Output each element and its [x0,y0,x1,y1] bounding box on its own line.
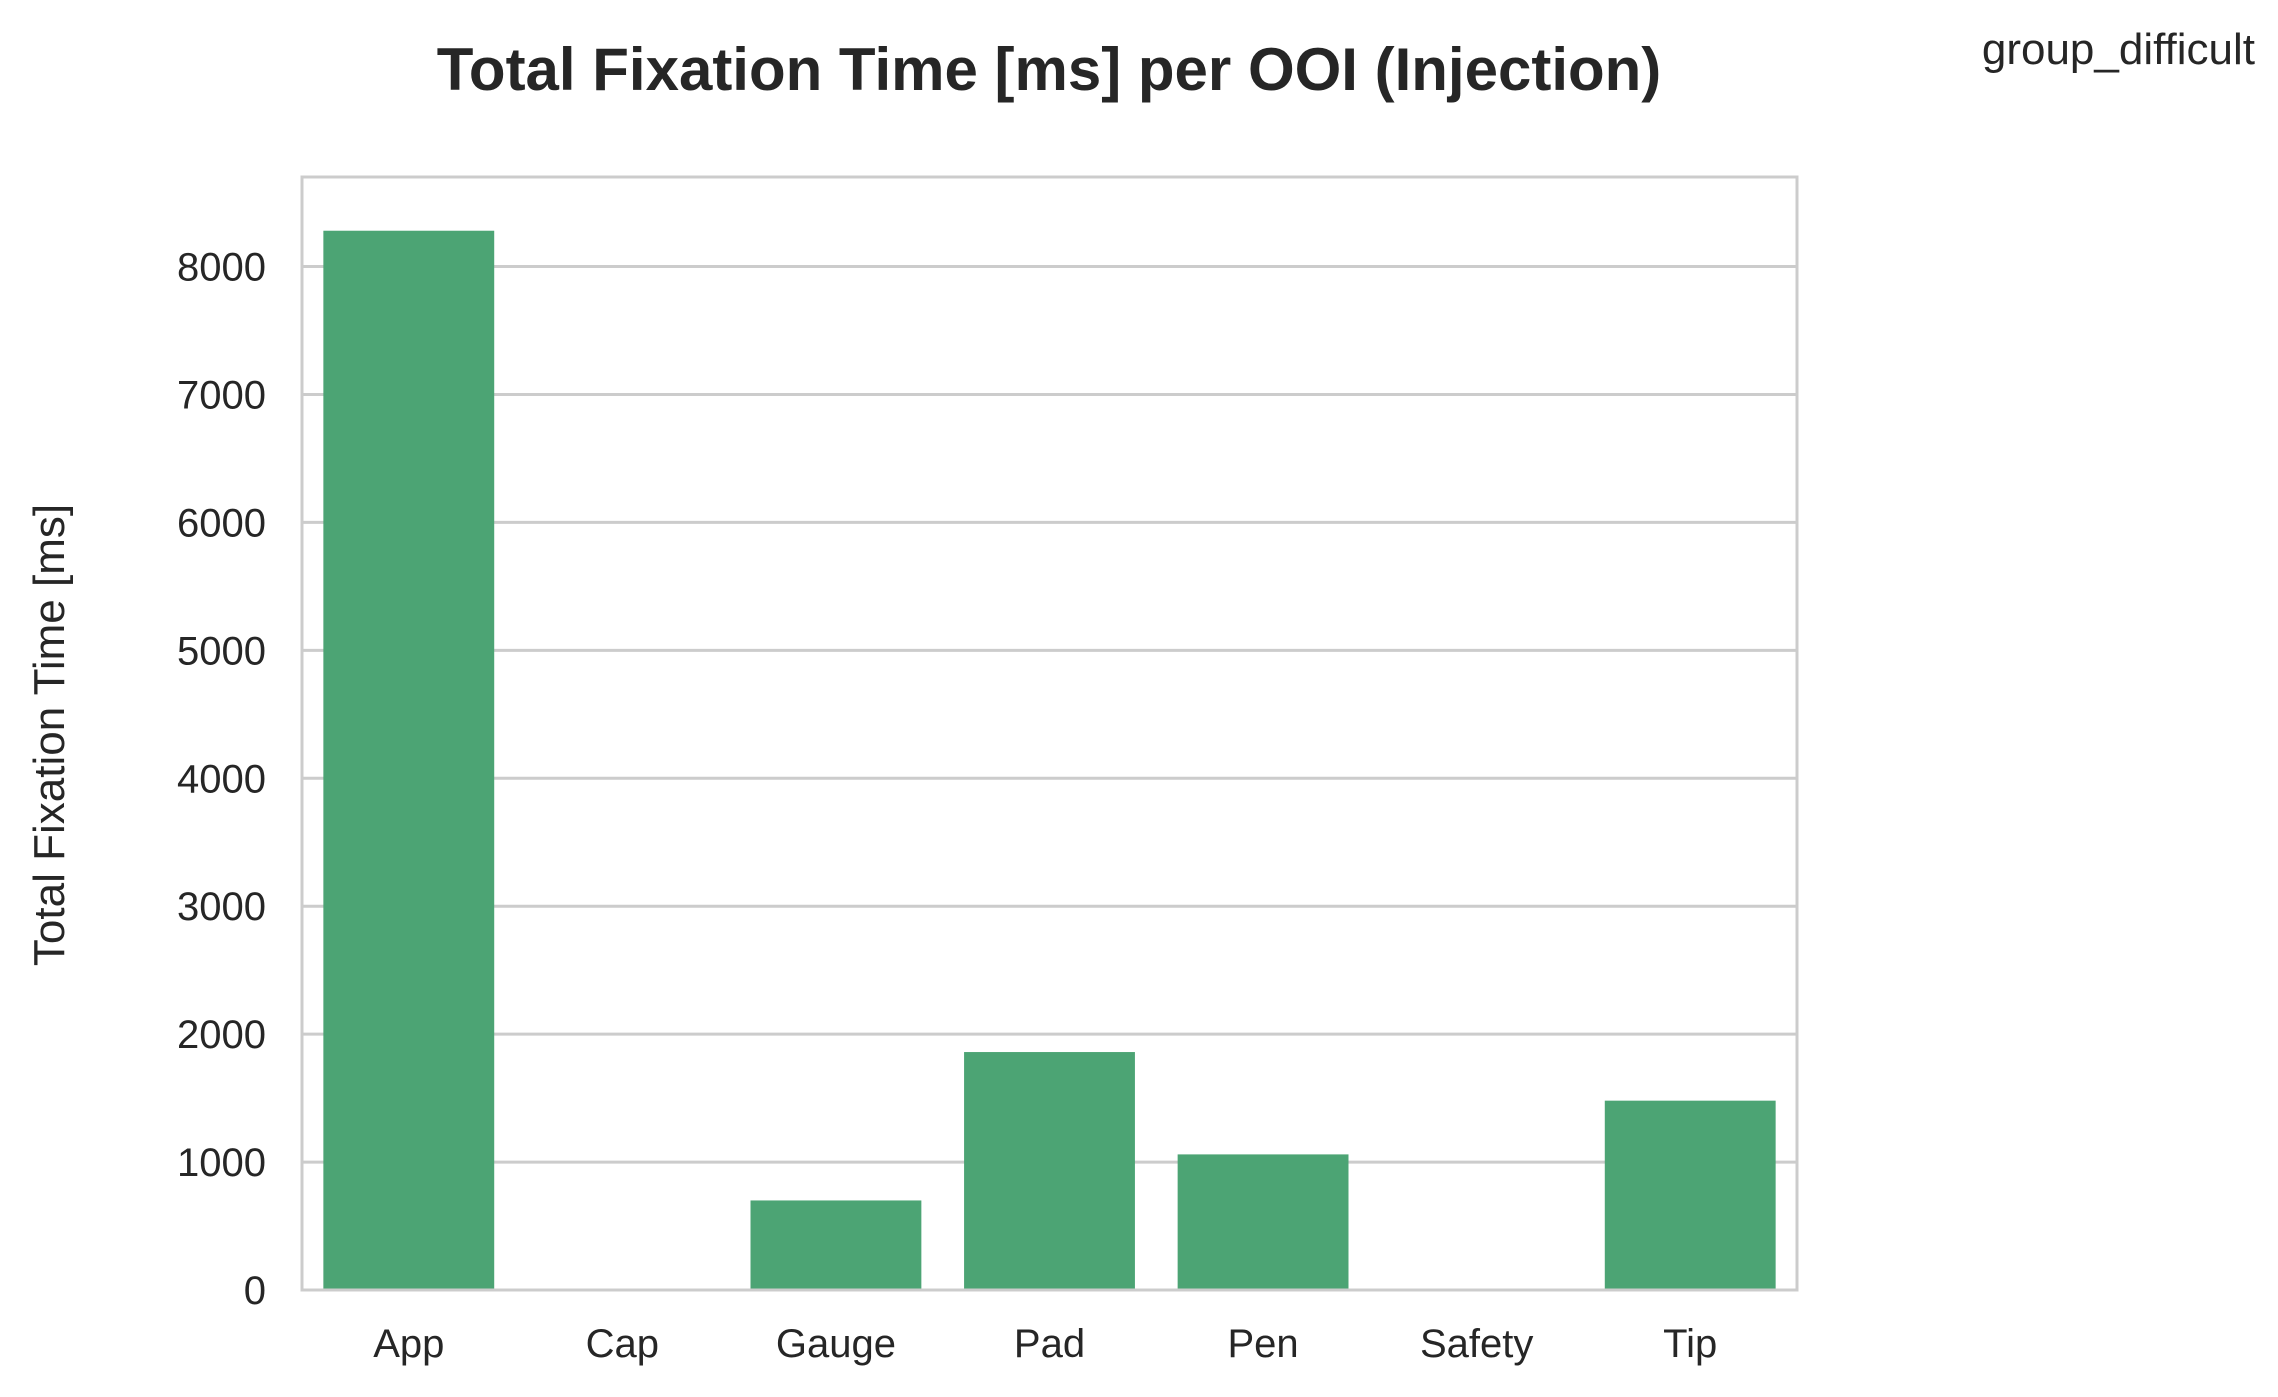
y-tick-label: 4000 [177,757,266,801]
y-tick-label: 8000 [177,246,266,290]
bar-app [323,230,495,1290]
y-tick-label: 5000 [177,629,266,673]
y-tick-label: 3000 [177,885,266,929]
x-tick-label-cap: Cap [586,1322,659,1366]
bar-gauge [750,1200,922,1290]
x-tick-label-tip: Tip [1663,1322,1717,1366]
bar-pad [964,1052,1135,1290]
chart-title: Total Fixation Time [ms] per OOI (Inject… [437,36,1662,103]
y-axis-label: Total Fixation Time [ms] [25,504,74,966]
y-tick-label: 2000 [177,1013,266,1057]
plot-frame [300,175,1799,1292]
x-axis-ticks: App Cap Gauge Pad Pen Safety Tip [373,1322,1717,1366]
x-tick-label-pen: Pen [1227,1322,1298,1366]
y-tick-label: 1000 [177,1141,266,1185]
x-tick-label-gauge: Gauge [776,1322,896,1366]
x-tick-label-app: App [373,1322,444,1366]
group-label: group_difficult [1982,25,2255,74]
y-tick-label: 6000 [177,501,266,545]
y-tick-label: 0 [244,1269,266,1313]
y-axis-ticks: 0 1000 2000 3000 4000 5000 6000 7000 8000 [177,246,266,1313]
y-tick-label: 7000 [177,373,266,417]
x-tick-label-safety: Safety [1420,1322,1533,1366]
gridlines [302,265,1797,1164]
bar-tip [1604,1100,1776,1290]
x-tick-label-pad: Pad [1014,1322,1085,1366]
bar-pen [1177,1154,1349,1290]
bars [323,230,1776,1290]
